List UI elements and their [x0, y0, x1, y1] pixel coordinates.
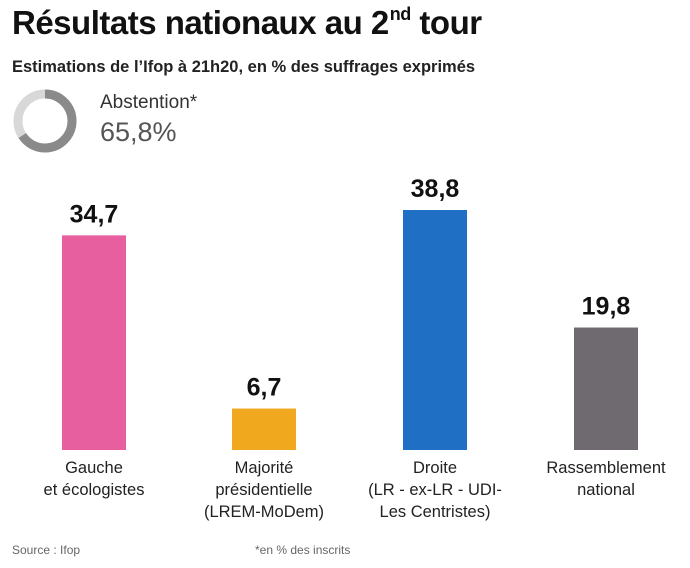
category-label-3: Droite (LR - ex-LR - UDI- Les Centristes) [355, 457, 515, 523]
category-label-1: Gauche et écologistes [14, 457, 174, 501]
category-label-4: Rassemblement national [526, 457, 686, 501]
title-end: tour [410, 4, 482, 41]
chart-subtitle: Estimations de l’Ifop à 21h20, en % des … [12, 58, 476, 76]
category-label-line: et écologistes [43, 481, 145, 499]
bar-1 [62, 235, 126, 450]
chart-title: Résultats nationaux au 2nd tour [12, 4, 482, 42]
title-superscript: nd [389, 4, 412, 24]
category-label-line: Rassemblement [546, 459, 666, 477]
abstention-donut-arc [13, 89, 77, 153]
category-label-line: (LREM-MoDem) [203, 503, 325, 521]
category-label-line: (LR - ex-LR - UDI- [368, 481, 502, 499]
footnote: *en % des inscrits [255, 543, 351, 557]
abstention-donut [13, 89, 77, 153]
category-label-line: Majorité [234, 459, 294, 477]
abstention-value: 65,8% [100, 117, 177, 147]
bar-4 [574, 327, 638, 450]
category-label-line: national [577, 481, 635, 499]
bar-value-label-2: 6,7 [247, 374, 282, 402]
bar-2 [232, 408, 296, 450]
title-main: Résultats nationaux au 2 [12, 4, 389, 41]
category-label-line: Gauche [65, 459, 123, 477]
category-label-2: Majorité présidentielle (LREM-MoDem) [184, 457, 344, 523]
category-label-line: Droite [412, 459, 457, 477]
bar-3 [403, 210, 467, 450]
source-note: Source : Ifop [12, 543, 81, 557]
category-label-line: présidentielle [215, 481, 313, 499]
abstention-label: Abstention* [100, 92, 198, 113]
bar-value-label-1: 34,7 [70, 200, 119, 228]
bar-value-label-4: 19,8 [582, 293, 631, 321]
category-label-line: Les Centristes) [379, 503, 491, 521]
bar-value-label-3: 38,8 [411, 175, 460, 203]
